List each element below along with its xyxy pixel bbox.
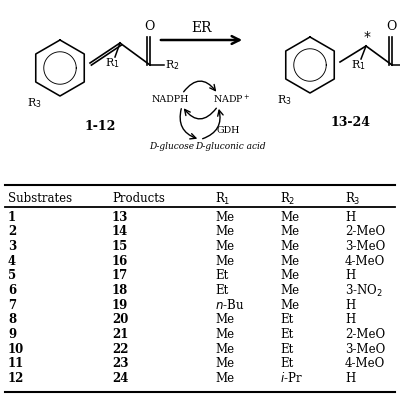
Text: Me: Me bbox=[215, 343, 234, 356]
Text: Me: Me bbox=[215, 372, 234, 385]
Text: 19: 19 bbox=[112, 299, 128, 312]
Text: 2: 2 bbox=[8, 225, 16, 239]
Text: 4-MeO: 4-MeO bbox=[345, 357, 385, 370]
Text: R$_3$: R$_3$ bbox=[27, 96, 41, 110]
Text: 16: 16 bbox=[112, 255, 128, 268]
Text: Et: Et bbox=[215, 284, 228, 297]
Text: $n$-Bu: $n$-Bu bbox=[215, 298, 244, 312]
FancyArrowPatch shape bbox=[185, 108, 216, 119]
Text: 12: 12 bbox=[8, 372, 24, 385]
Text: Et: Et bbox=[280, 328, 293, 341]
Text: 2-MeO: 2-MeO bbox=[345, 328, 385, 341]
Text: R$_1$: R$_1$ bbox=[351, 58, 365, 72]
Text: H: H bbox=[345, 211, 355, 224]
Text: 6: 6 bbox=[8, 284, 16, 297]
Text: Et: Et bbox=[280, 343, 293, 356]
Text: H: H bbox=[345, 299, 355, 312]
Text: Substrates: Substrates bbox=[8, 193, 72, 206]
Text: Me: Me bbox=[215, 240, 234, 253]
Text: 10: 10 bbox=[8, 343, 24, 356]
Text: 21: 21 bbox=[112, 328, 128, 341]
Text: R$_3$: R$_3$ bbox=[277, 93, 291, 107]
Text: 1-12: 1-12 bbox=[84, 119, 116, 133]
Text: 23: 23 bbox=[112, 357, 128, 370]
Text: Me: Me bbox=[215, 255, 234, 268]
Text: 4-MeO: 4-MeO bbox=[345, 255, 385, 268]
Text: $i$-Pr: $i$-Pr bbox=[280, 371, 303, 385]
Text: Me: Me bbox=[280, 225, 299, 239]
Text: 18: 18 bbox=[112, 284, 128, 297]
Text: ER: ER bbox=[191, 21, 212, 35]
Text: 13-24: 13-24 bbox=[331, 116, 371, 129]
Text: H: H bbox=[345, 313, 355, 326]
Text: NADPH: NADPH bbox=[151, 96, 189, 104]
Text: O: O bbox=[386, 21, 396, 33]
FancyArrowPatch shape bbox=[203, 110, 223, 139]
Text: R$_2$: R$_2$ bbox=[165, 58, 179, 72]
Text: 7: 7 bbox=[8, 299, 16, 312]
Text: 3: 3 bbox=[8, 240, 16, 253]
Text: H: H bbox=[345, 269, 355, 282]
Text: Me: Me bbox=[215, 313, 234, 326]
Text: Me: Me bbox=[215, 211, 234, 224]
Text: 22: 22 bbox=[112, 343, 128, 356]
Text: 3-MeO: 3-MeO bbox=[345, 240, 385, 253]
Text: 11: 11 bbox=[8, 357, 24, 370]
Text: R$_3$: R$_3$ bbox=[345, 191, 360, 207]
Text: Et: Et bbox=[280, 357, 293, 370]
Text: 4: 4 bbox=[8, 255, 16, 268]
Text: 5: 5 bbox=[8, 269, 16, 282]
Text: GDH: GDH bbox=[216, 126, 240, 135]
Text: 13: 13 bbox=[112, 211, 128, 224]
Text: Me: Me bbox=[280, 269, 299, 282]
Text: Me: Me bbox=[280, 299, 299, 312]
Text: 8: 8 bbox=[8, 313, 16, 326]
Text: D-glucose: D-glucose bbox=[150, 142, 194, 151]
Text: Me: Me bbox=[280, 211, 299, 224]
Text: 3-MeO: 3-MeO bbox=[345, 343, 385, 356]
Text: 20: 20 bbox=[112, 313, 128, 326]
Text: Me: Me bbox=[280, 255, 299, 268]
Text: O: O bbox=[144, 21, 154, 33]
Text: Me: Me bbox=[215, 225, 234, 239]
Text: Me: Me bbox=[280, 240, 299, 253]
Text: H: H bbox=[345, 372, 355, 385]
Text: Me: Me bbox=[280, 284, 299, 297]
Text: 14: 14 bbox=[112, 225, 128, 239]
Text: 17: 17 bbox=[112, 269, 128, 282]
FancyArrowPatch shape bbox=[180, 109, 196, 139]
Text: 24: 24 bbox=[112, 372, 128, 385]
FancyArrowPatch shape bbox=[184, 81, 215, 92]
Text: Et: Et bbox=[280, 313, 293, 326]
Text: 2-MeO: 2-MeO bbox=[345, 225, 385, 239]
Text: R$_1$: R$_1$ bbox=[215, 191, 230, 207]
Text: R$_1$: R$_1$ bbox=[105, 56, 119, 70]
Text: Et: Et bbox=[215, 269, 228, 282]
Text: 9: 9 bbox=[8, 328, 16, 341]
Text: Me: Me bbox=[215, 328, 234, 341]
Text: 15: 15 bbox=[112, 240, 128, 253]
Text: R$_2$: R$_2$ bbox=[280, 191, 296, 207]
Text: NADP$^+$: NADP$^+$ bbox=[213, 94, 251, 106]
Text: 3-NO$_2$: 3-NO$_2$ bbox=[345, 282, 383, 299]
Text: *: * bbox=[364, 30, 370, 44]
Text: Me: Me bbox=[215, 357, 234, 370]
Text: D-gluconic acid: D-gluconic acid bbox=[195, 142, 265, 151]
Text: Products: Products bbox=[112, 193, 165, 206]
Text: 1: 1 bbox=[8, 211, 16, 224]
